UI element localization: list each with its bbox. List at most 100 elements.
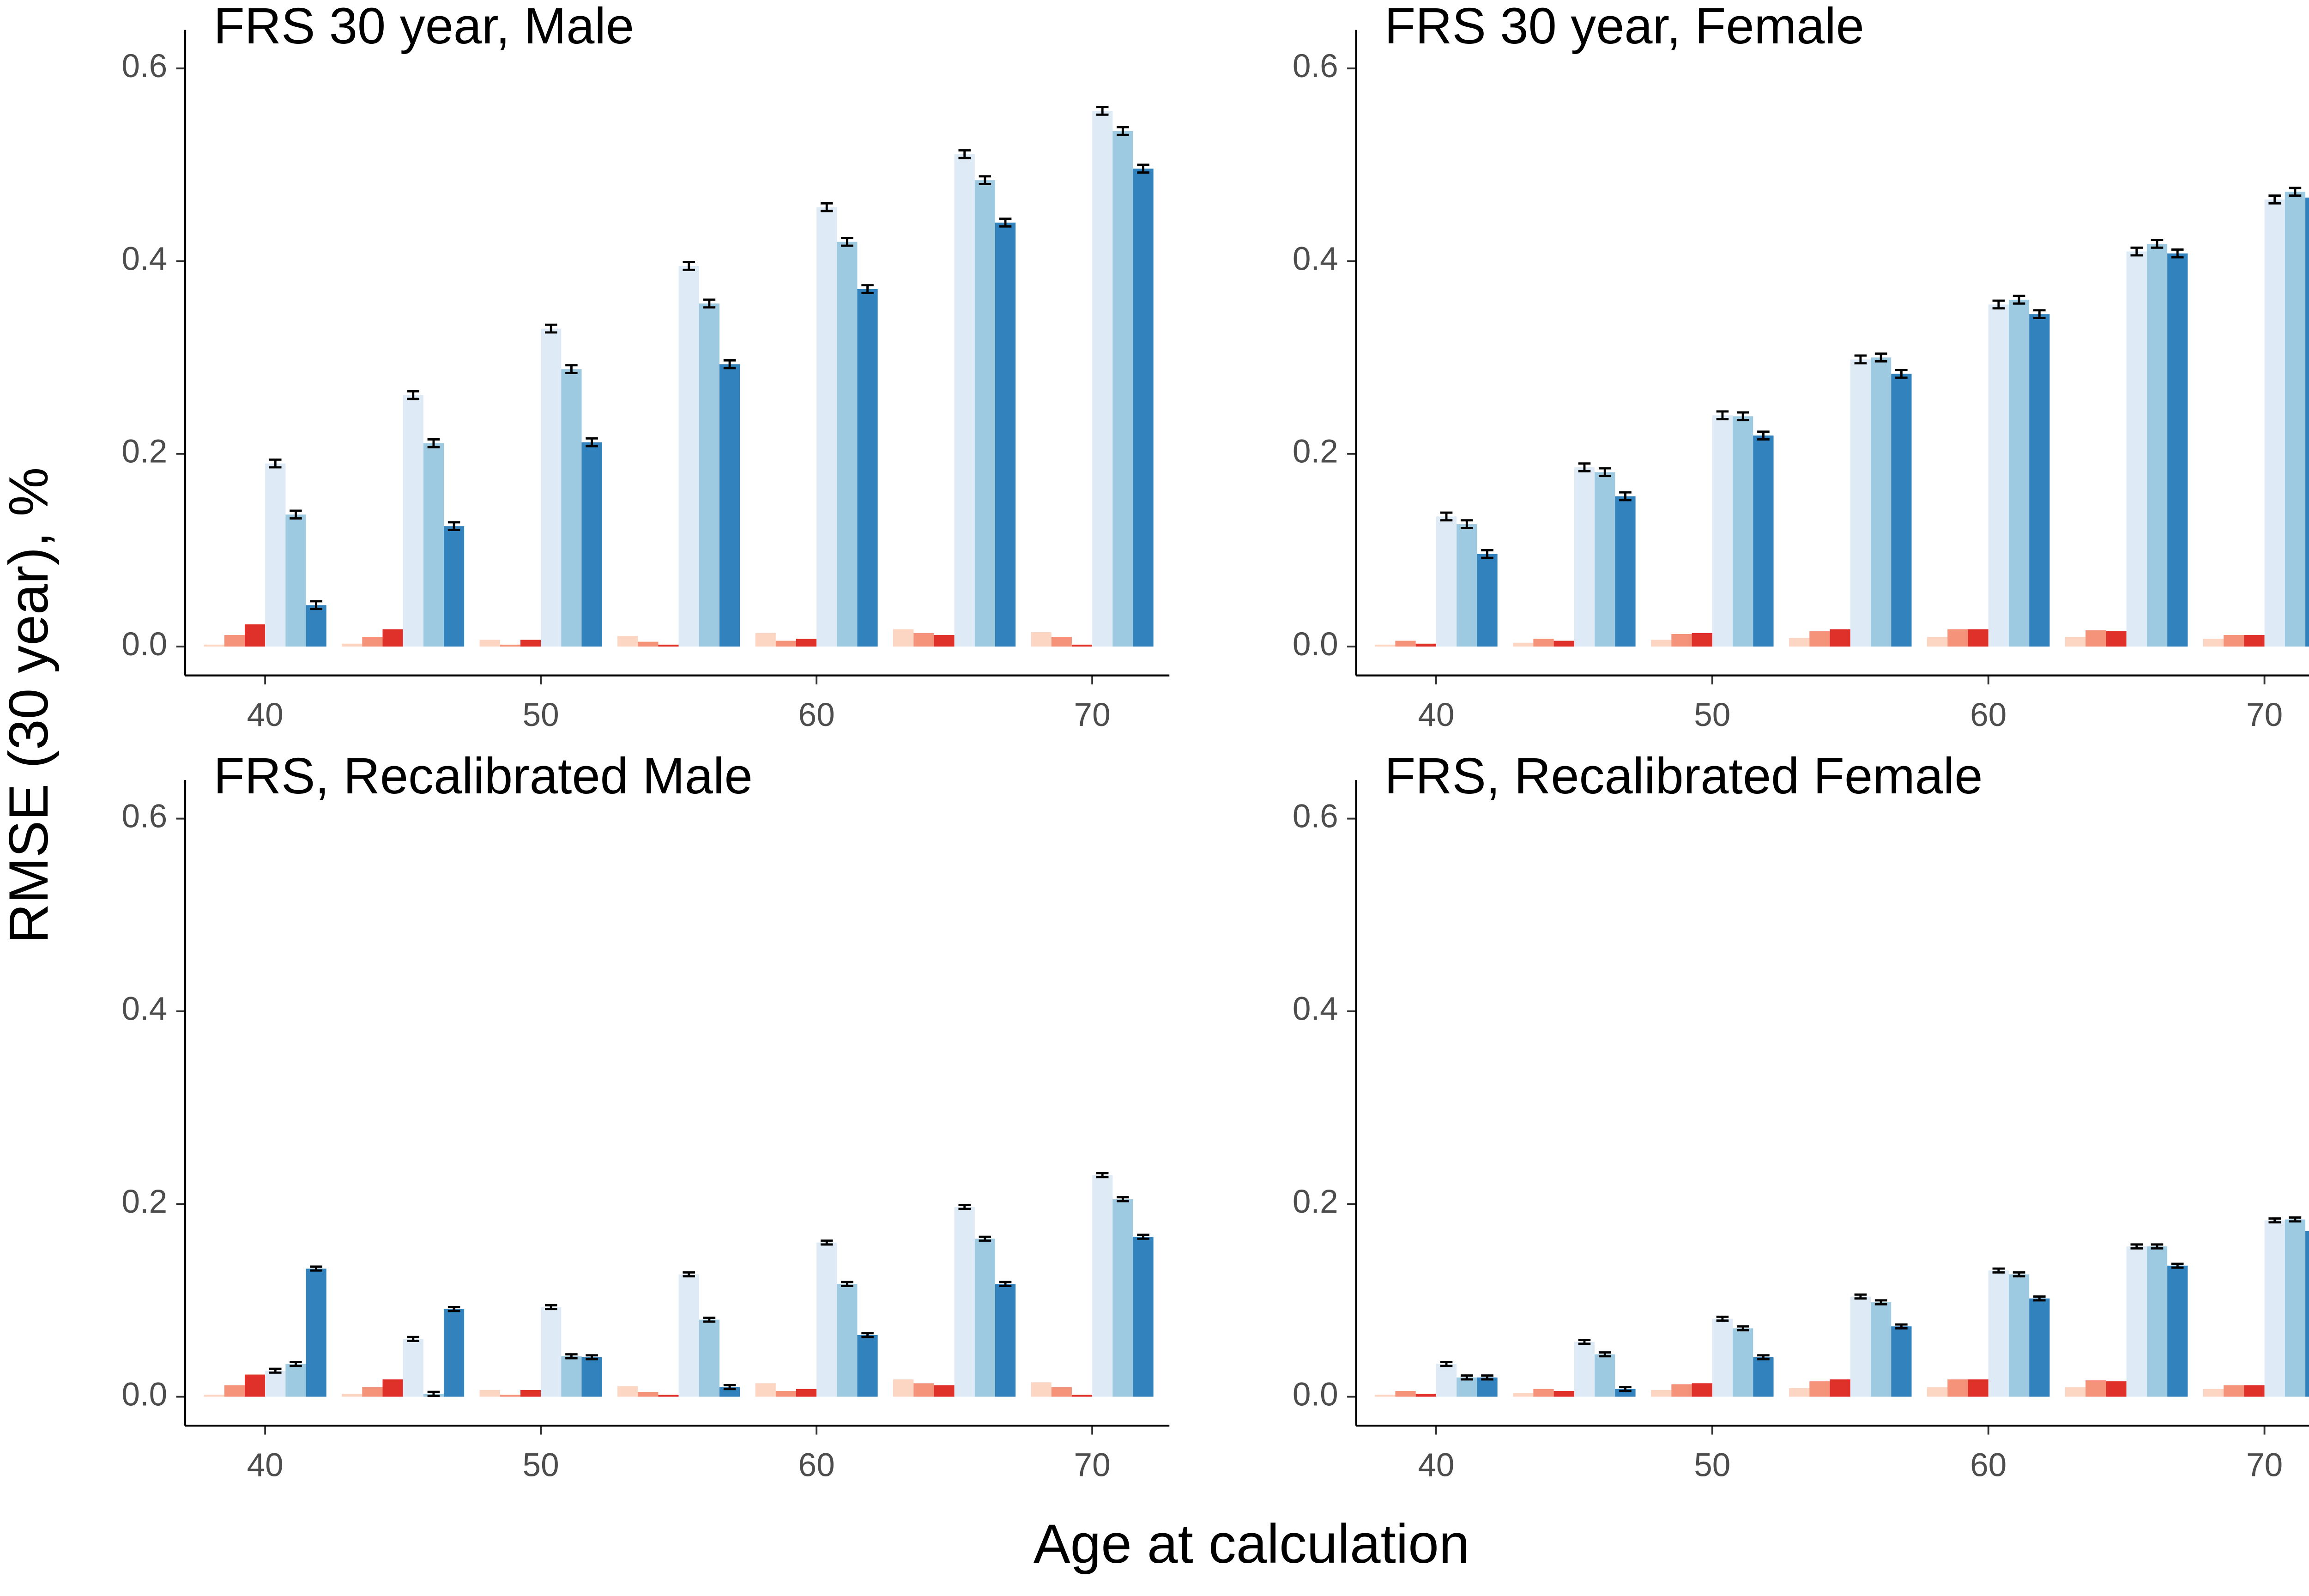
error-bar <box>1619 491 1632 502</box>
y-axis-label: RMSE (30 year), % <box>0 467 60 943</box>
error-bar <box>1598 1351 1611 1358</box>
bar <box>1830 629 1850 647</box>
bar <box>658 1395 679 1397</box>
bar <box>816 207 837 647</box>
bar <box>1457 1377 1477 1397</box>
bar <box>1988 1270 2009 1397</box>
bar <box>995 1284 1016 1397</box>
error-bar <box>1716 1315 1729 1322</box>
bar <box>1415 643 1436 647</box>
y-tick-label: 0.4 <box>121 991 167 1028</box>
bar <box>500 644 520 647</box>
error-bar <box>999 1281 1012 1287</box>
bar <box>1988 304 2009 647</box>
bar <box>581 442 602 647</box>
bar <box>423 443 444 647</box>
bar <box>755 1383 776 1397</box>
bar <box>403 395 423 647</box>
bar <box>1651 640 1672 647</box>
bar <box>1533 1389 1554 1397</box>
error-bar <box>958 149 971 159</box>
bar <box>1692 633 1712 647</box>
bar <box>2029 1298 2050 1397</box>
error-bar <box>1757 430 1770 441</box>
bar <box>1891 374 1912 647</box>
error-bar <box>310 1265 322 1272</box>
error-bar <box>269 1367 282 1374</box>
bar <box>954 1207 975 1397</box>
y-tick-label: 0.2 <box>121 1184 167 1220</box>
error-bar <box>1895 1323 1908 1330</box>
bar <box>581 1357 602 1397</box>
bar <box>1513 1393 1534 1397</box>
error-bar <box>1598 467 1611 478</box>
bar <box>1553 1390 1574 1397</box>
bar <box>1733 1328 1753 1397</box>
bar <box>265 1371 286 1397</box>
bar <box>837 242 858 647</box>
bar <box>1415 1394 1436 1397</box>
bar <box>1436 516 1457 647</box>
bar <box>658 644 679 647</box>
error-bar <box>407 1336 419 1342</box>
bar <box>1947 1379 1968 1397</box>
error-bar <box>841 236 853 247</box>
x-tick-label: 60 <box>798 1447 835 1483</box>
bar <box>1671 634 1692 647</box>
error-bar <box>1854 1293 1867 1300</box>
error-bar <box>1481 1374 1493 1381</box>
error-bar <box>999 218 1012 228</box>
bar <box>2167 1265 2188 1397</box>
bar <box>244 624 266 647</box>
bar <box>1133 169 1154 647</box>
error-bar <box>427 438 440 448</box>
x-tick-label: 60 <box>1970 1447 2007 1483</box>
error-bar <box>958 1203 971 1210</box>
error-bar <box>544 1304 557 1311</box>
bar <box>1395 1390 1416 1397</box>
bar <box>2203 639 2224 647</box>
x-tick-label: 70 <box>2246 1447 2283 1483</box>
bar <box>2008 299 2030 647</box>
error-bar <box>1481 549 1493 559</box>
x-tick-label: 40 <box>1418 1447 1454 1483</box>
bar <box>2065 637 2086 647</box>
bar <box>913 633 934 647</box>
bar <box>443 1309 465 1397</box>
bar <box>2285 1219 2306 1397</box>
x-axis-label: Age at calculation <box>1034 1513 1470 1575</box>
error-bar <box>1440 1360 1453 1367</box>
error-bar <box>544 323 557 334</box>
bar <box>974 1239 995 1397</box>
bar <box>2065 1387 2086 1397</box>
bar <box>1789 1388 1810 1397</box>
bar <box>857 1335 878 1397</box>
error-bar <box>2033 1295 2046 1302</box>
panel-title: FRS, Recalibrated Male <box>213 748 752 804</box>
bar <box>1595 472 1615 647</box>
bar <box>285 514 306 647</box>
bar <box>541 1307 562 1397</box>
error-bar <box>1854 354 1867 365</box>
bar <box>2224 1385 2244 1397</box>
bar <box>403 1339 423 1397</box>
bar <box>719 364 740 647</box>
bar <box>1753 435 1774 647</box>
bar <box>2203 1389 2224 1397</box>
bar <box>520 1390 541 1397</box>
bar <box>617 1386 638 1397</box>
bar <box>362 637 383 647</box>
error-bar <box>447 521 460 532</box>
bar <box>561 1356 582 1397</box>
error-bar <box>290 1360 302 1367</box>
bar <box>857 289 878 647</box>
y-tick-label: 0.0 <box>1293 1376 1338 1413</box>
bar <box>678 266 699 647</box>
error-bar <box>2151 239 2164 249</box>
error-bar <box>723 359 736 369</box>
bar <box>2008 1274 2030 1397</box>
y-tick-label: 0.0 <box>121 626 167 663</box>
bar <box>2126 1246 2147 1397</box>
y-tick-label: 0.2 <box>121 434 167 470</box>
bar <box>974 180 995 647</box>
